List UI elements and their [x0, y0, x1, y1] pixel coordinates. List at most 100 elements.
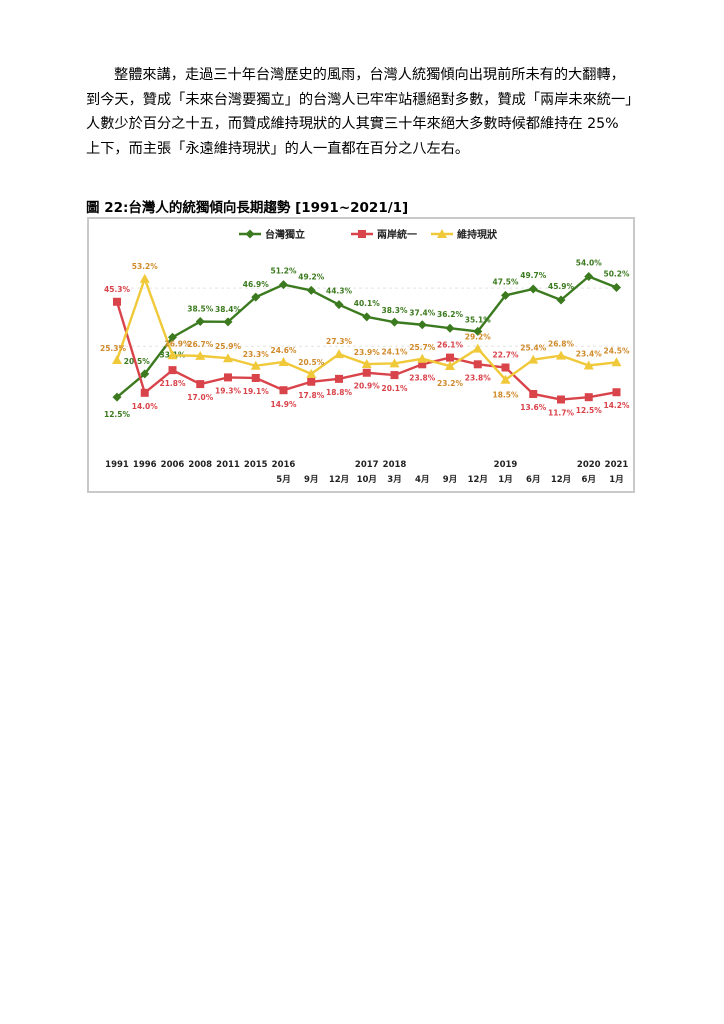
data-label: 49.2%: [298, 272, 325, 281]
data-point: [611, 357, 622, 367]
trend-chart: 台灣獨立兩岸統一維持現狀12.5%20.5%33.1%38.5%38.4%46.…: [100, 228, 630, 485]
data-label: 27.3%: [326, 337, 353, 346]
x-tick-sublabel: 4月: [415, 475, 429, 485]
data-label: 23.4%: [576, 349, 603, 358]
data-point: [445, 361, 455, 371]
data-label: 49.7%: [520, 271, 547, 280]
data-point: [473, 360, 482, 369]
data-point: [557, 395, 565, 404]
data-label: 26.1%: [437, 341, 464, 350]
data-point: [584, 393, 593, 402]
data-label: 24.5%: [603, 346, 630, 355]
data-point: [335, 374, 343, 383]
x-tick-sublabel: 5月: [276, 475, 290, 485]
data-point: [223, 353, 233, 363]
data-label: 38.4%: [215, 305, 242, 314]
data-point: [196, 380, 205, 389]
x-tick-sublabel: 6月: [526, 475, 540, 485]
x-tick-label: 2015: [244, 460, 268, 470]
data-label: 14.0%: [132, 402, 159, 411]
data-label: 17.0%: [187, 393, 214, 402]
data-point: [501, 363, 510, 372]
legend-label: 維持現狀: [457, 228, 498, 241]
data-point: [612, 388, 621, 397]
data-point: [112, 392, 122, 402]
data-point: [140, 388, 149, 397]
x-tick-label: 1991: [105, 460, 129, 470]
data-label: 25.7%: [409, 343, 436, 352]
data-point: [446, 353, 454, 362]
body-paragraph: 整體來講，走過三十年台灣歷史的風雨，台灣人統獨傾向出現前所未有的大翻轉， 到今天…: [86, 63, 646, 161]
data-label: 53.2%: [132, 262, 159, 271]
data-label: 22.7%: [492, 351, 519, 360]
data-label: 19.3%: [215, 386, 242, 395]
x-tick-label: 1996: [133, 460, 157, 470]
data-point: [279, 386, 288, 395]
data-point: [612, 283, 621, 293]
data-label: 51.2%: [270, 267, 297, 276]
data-point: [528, 284, 538, 294]
data-point: [556, 350, 566, 360]
data-point: [361, 359, 372, 369]
x-tick-label: 2021: [605, 460, 629, 470]
data-point: [390, 371, 399, 380]
x-tick-label: 2008: [188, 460, 212, 470]
data-label: 23.9%: [354, 348, 381, 357]
data-label: 20.5%: [298, 358, 325, 367]
data-label: 23.8%: [409, 373, 436, 382]
data-label: 12.5%: [576, 406, 603, 415]
legend-label: 兩岸統一: [377, 228, 417, 241]
x-tick-sublabel: 1月: [609, 475, 623, 485]
data-point: [167, 350, 178, 360]
chart-frame: 台灣獨立兩岸統一維持現狀12.5%20.5%33.1%38.5%38.4%46.…: [87, 217, 635, 493]
data-label: 47.5%: [492, 277, 519, 286]
data-point: [112, 354, 122, 364]
data-point: [334, 349, 344, 359]
data-label: 13.6%: [520, 403, 547, 412]
data-label: 23.2%: [437, 379, 464, 388]
data-point: [250, 360, 261, 370]
data-label: 25.3%: [100, 344, 127, 353]
data-point: [195, 350, 206, 360]
data-label: 45.3%: [104, 285, 131, 294]
data-label: 26.7%: [187, 340, 214, 349]
x-tick-label: 2019: [494, 460, 518, 470]
data-label: 37.4%: [409, 309, 436, 318]
data-label: 20.9%: [354, 382, 381, 391]
data-point: [389, 358, 400, 368]
data-point: [584, 271, 594, 281]
data-point: [417, 320, 427, 330]
data-label: 54.0%: [576, 258, 603, 267]
data-point: [418, 360, 427, 369]
data-label: 12.5%: [104, 410, 131, 419]
data-point: [306, 368, 317, 378]
paragraph-line: 整體來講，走過三十年台灣歷史的風雨，台灣人統獨傾向出現前所未有的大翻轉，: [114, 67, 625, 83]
data-label: 14.2%: [603, 401, 630, 410]
data-point: [500, 374, 511, 384]
data-label: 19.1%: [243, 387, 270, 396]
data-point: [390, 317, 399, 327]
data-label: 17.8%: [298, 391, 325, 400]
data-point: [472, 343, 483, 353]
data-point: [251, 373, 260, 382]
data-point: [223, 317, 233, 327]
x-tick-label: 2006: [161, 460, 185, 470]
data-label: 24.6%: [270, 346, 297, 355]
x-tick-sublabel: 3月: [387, 475, 401, 485]
data-label: 40.1%: [354, 299, 381, 308]
data-point: [278, 356, 289, 366]
data-point: [224, 373, 232, 382]
paragraph-line: 上下，而主張「永遠維持現狀」的人一直都在百分之八左右。: [86, 140, 470, 157]
data-label: 50.2%: [603, 270, 630, 279]
data-label: 23.3%: [243, 350, 270, 359]
data-point: [417, 353, 428, 363]
data-point: [168, 366, 177, 375]
data-label: 11.7%: [548, 409, 575, 418]
legend-marker: [358, 230, 366, 238]
data-point: [140, 369, 150, 379]
data-label: 25.4%: [520, 344, 547, 353]
data-point: [334, 300, 344, 310]
x-tick-sublabel: 1月: [498, 475, 512, 485]
data-point: [501, 290, 510, 300]
x-tick-sublabel: 6月: [582, 475, 596, 485]
